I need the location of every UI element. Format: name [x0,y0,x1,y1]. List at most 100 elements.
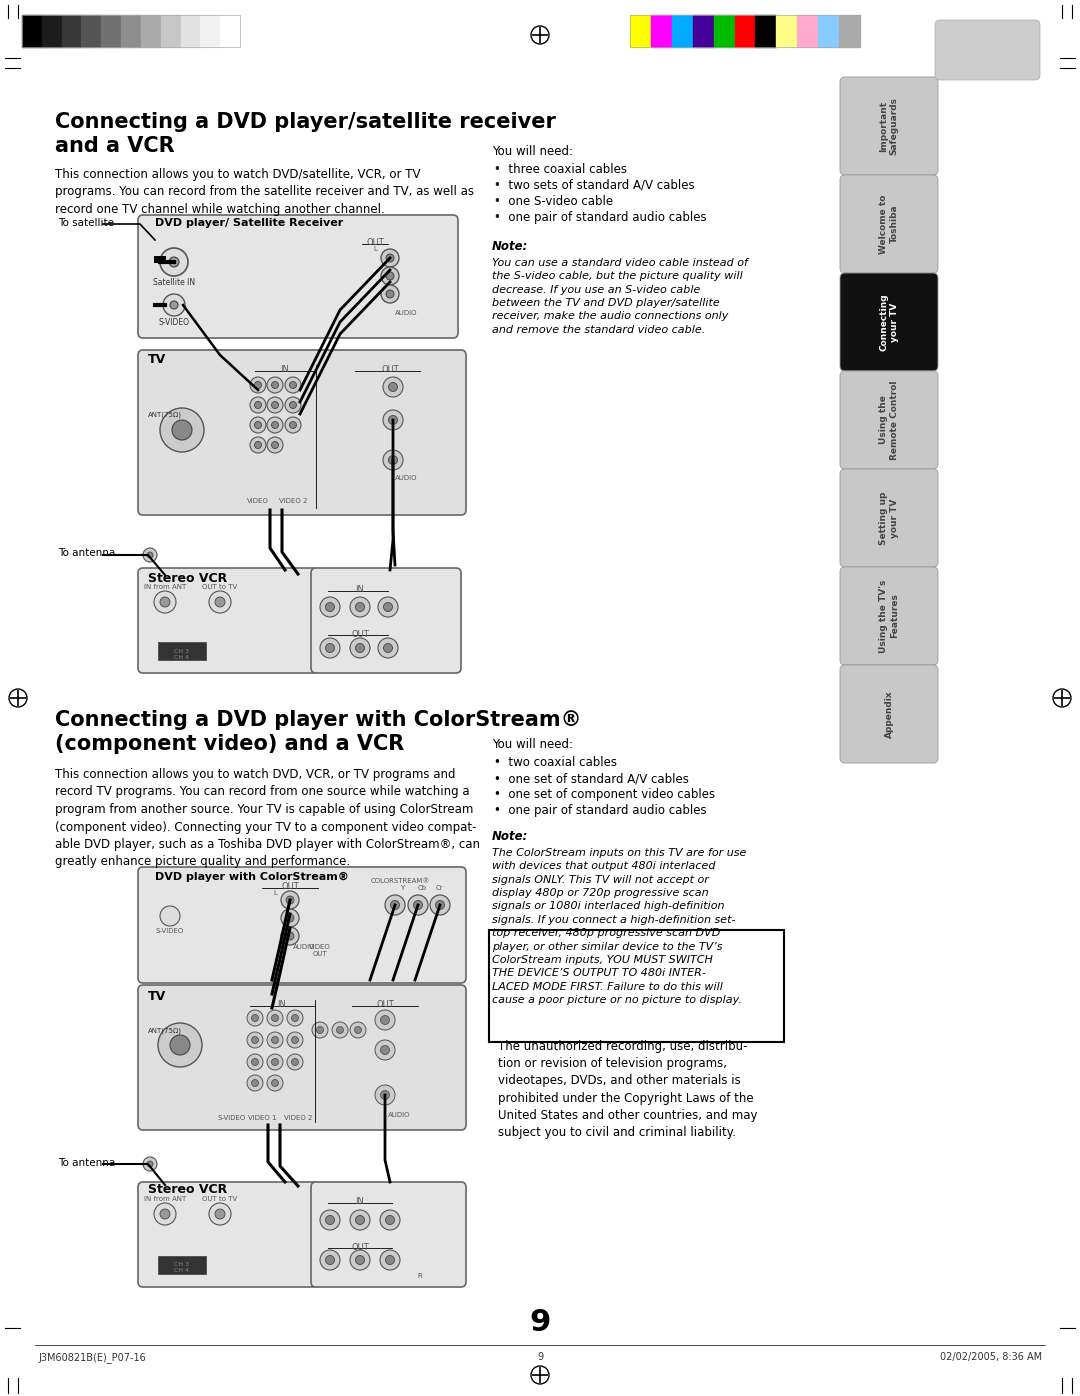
Text: AUDIO: AUDIO [395,310,418,315]
Bar [158,642,206,660]
Text: TV: TV [148,990,166,1002]
Circle shape [355,1255,365,1265]
Circle shape [267,417,283,433]
Circle shape [386,1255,394,1265]
Circle shape [383,644,392,652]
Text: OUT: OUT [366,237,383,247]
Circle shape [271,1058,279,1065]
Circle shape [430,895,450,914]
Circle shape [355,603,365,611]
Circle shape [312,1022,328,1039]
Circle shape [386,272,394,281]
Circle shape [389,455,397,465]
Bar [22,15,240,47]
Text: To satellite: To satellite [58,218,114,228]
Circle shape [320,1210,340,1230]
Circle shape [281,891,299,909]
Bar [839,15,860,47]
Bar [692,15,714,47]
Circle shape [320,638,340,658]
Bar [180,15,201,47]
Circle shape [375,1009,395,1030]
Text: COLORSTREAM®: COLORSTREAM® [370,878,430,884]
Circle shape [391,900,400,910]
Circle shape [267,1032,283,1048]
Circle shape [381,267,399,285]
FancyBboxPatch shape [840,174,939,274]
Circle shape [389,383,397,391]
Text: DVD player with ColorStream®: DVD player with ColorStream® [156,872,349,882]
Circle shape [414,900,422,910]
Text: Using the TV's
Features: Using the TV's Features [879,579,899,653]
Circle shape [292,1036,298,1043]
Bar [797,15,819,47]
FancyBboxPatch shape [138,1182,318,1287]
Circle shape [143,549,157,563]
Circle shape [380,1210,400,1230]
Circle shape [267,1009,283,1026]
Circle shape [271,422,279,429]
Text: 02/02/2005, 8:36 AM: 02/02/2005, 8:36 AM [940,1351,1042,1362]
Text: •  one pair of standard audio cables: • one pair of standard audio cables [494,804,706,817]
Text: IN from ANT: IN from ANT [144,1196,186,1202]
Circle shape [380,1015,390,1025]
Circle shape [160,906,180,926]
Circle shape [247,1032,264,1048]
Circle shape [271,381,279,388]
Bar [630,15,860,47]
Circle shape [281,927,299,945]
Circle shape [271,402,279,409]
Circle shape [375,1040,395,1060]
Bar [220,15,240,47]
Bar [42,15,62,47]
Text: Cb: Cb [418,885,427,891]
Text: •  one set of component video cables: • one set of component video cables [494,787,715,801]
Circle shape [286,914,294,921]
Text: OUT to TV: OUT to TV [202,1196,238,1202]
Circle shape [271,1079,279,1086]
Circle shape [160,408,204,452]
Circle shape [389,416,397,424]
Circle shape [350,638,370,658]
Circle shape [252,1079,258,1086]
Circle shape [386,1216,394,1224]
Bar [102,15,121,47]
Circle shape [408,895,428,914]
Circle shape [383,410,403,430]
Circle shape [285,417,301,433]
Circle shape [355,644,365,652]
FancyBboxPatch shape [840,567,939,664]
Text: Note:: Note: [492,240,528,253]
Text: IN: IN [355,1196,364,1206]
Circle shape [435,900,445,910]
FancyBboxPatch shape [138,568,318,673]
Text: OUT: OUT [381,364,399,374]
Circle shape [325,644,335,652]
Text: VIDEO 1: VIDEO 1 [247,1115,276,1121]
Circle shape [289,422,297,429]
Circle shape [160,248,188,276]
Text: S-VIDEO: S-VIDEO [218,1115,246,1121]
Circle shape [247,1009,264,1026]
Circle shape [378,638,399,658]
Circle shape [386,254,394,262]
Bar [201,15,220,47]
Circle shape [247,1075,264,1092]
Circle shape [267,1054,283,1069]
Text: Stereo VCR: Stereo VCR [148,1182,227,1196]
Text: TV: TV [148,353,166,366]
Circle shape [249,417,266,433]
Text: VIDEO: VIDEO [247,498,269,504]
Circle shape [168,257,179,267]
Circle shape [285,396,301,413]
Text: S-VIDEO: S-VIDEO [159,318,189,327]
Circle shape [380,1249,400,1270]
Circle shape [154,1203,176,1226]
Circle shape [320,1249,340,1270]
Circle shape [325,1216,335,1224]
Circle shape [210,591,231,613]
Circle shape [210,1203,231,1226]
Circle shape [147,1161,153,1167]
Circle shape [160,597,170,607]
FancyBboxPatch shape [311,1182,465,1287]
